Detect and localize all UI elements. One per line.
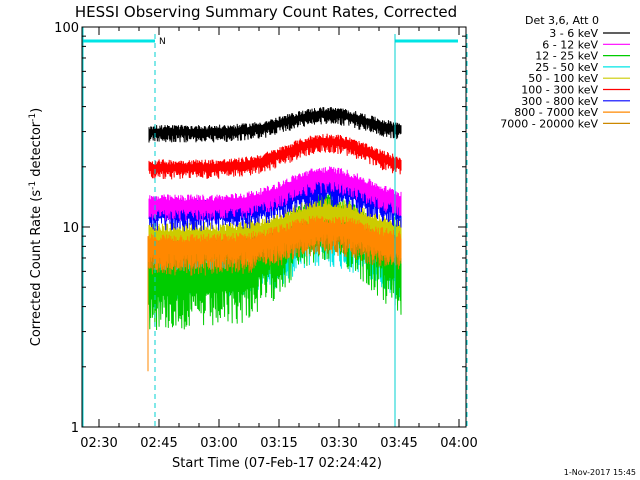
- legend-entry-label: 50 - 100 keV: [528, 72, 598, 85]
- x-tick-label: 03:00: [200, 436, 237, 451]
- y-axis-label-sup2: -1: [28, 113, 38, 122]
- y-tick-label: 1: [71, 421, 79, 436]
- y-tick-label: 100: [54, 21, 79, 36]
- x-tick-label: 03:15: [260, 436, 297, 451]
- chart-title: HESSI Observing Summary Count Rates, Cor…: [75, 3, 457, 21]
- x-tick-label: 02:30: [80, 436, 117, 451]
- y-axis-label-prefix: Corrected Count Rate (s: [29, 190, 44, 347]
- y-axis-label-mid: detector: [29, 121, 44, 181]
- footer-date: 1-Nov-2017 15:45: [564, 468, 636, 477]
- y-axis-ticks: 1 10 100: [54, 21, 466, 436]
- series-line: [148, 107, 402, 143]
- legend-entry-label: 3 - 6 keV: [549, 27, 598, 40]
- night-bars: N: [82, 37, 458, 47]
- series-layer: [147, 107, 402, 372]
- x-axis-label: Start Time (07-Feb-17 02:24:42): [172, 456, 382, 471]
- x-tick-label: 03:45: [380, 436, 417, 451]
- series-line: [148, 133, 402, 180]
- legend-entry-label: 12 - 25 keV: [535, 50, 598, 63]
- x-axis-ticks: 02:30 02:45 03:00 03:15 03:30 03:45 04:00: [80, 27, 478, 451]
- x-tick-label: 03:30: [320, 436, 357, 451]
- legend-entry-label: 25 - 50 keV: [535, 61, 598, 74]
- legend-entry-label: 300 - 800 keV: [521, 95, 598, 108]
- night-bar-label: N: [159, 37, 166, 47]
- y-axis-label-suffix: ): [29, 108, 44, 113]
- legend-entry-label: 800 - 7000 keV: [514, 106, 598, 119]
- legend-entry-label: 6 - 12 keV: [542, 38, 598, 51]
- y-axis-label: Corrected Count Rate (s-1 detector-1): [28, 108, 44, 346]
- legend-entry-label: 100 - 300 keV: [521, 84, 598, 97]
- legend-entry-label: 7000 - 20000 keV: [500, 117, 598, 130]
- series-line: [148, 215, 402, 271]
- series-line: [148, 166, 402, 222]
- x-tick-label: 04:00: [440, 436, 477, 451]
- y-tick-label: 10: [62, 221, 79, 236]
- x-tick-label: 02:45: [140, 436, 177, 451]
- y-axis-label-sup1: -1: [28, 181, 38, 190]
- legend-title: Det 3,6, Att 0: [525, 14, 599, 27]
